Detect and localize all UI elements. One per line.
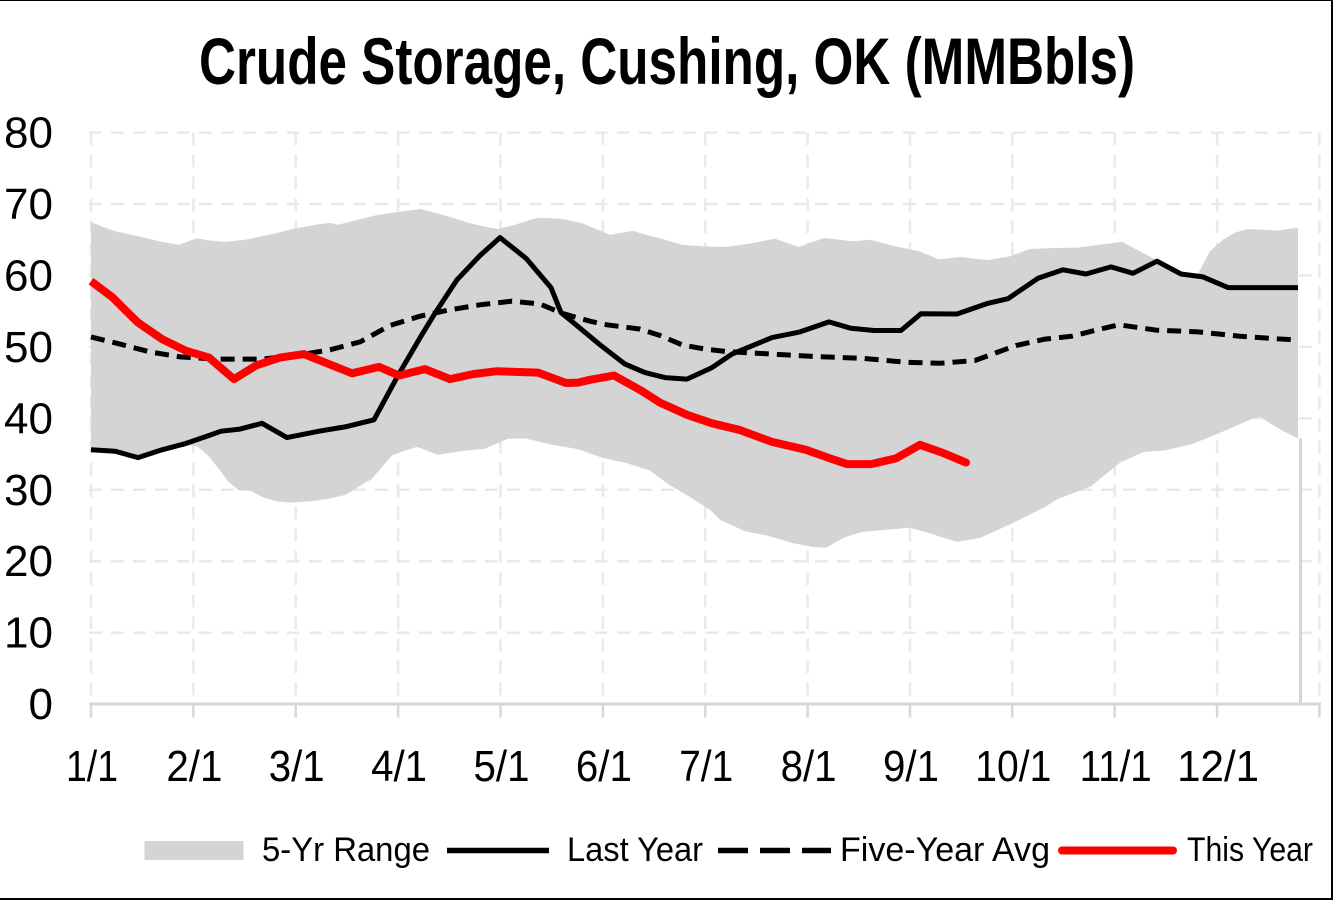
svg-text:5/1: 5/1 (474, 742, 530, 791)
svg-text:11/1: 11/1 (1080, 742, 1152, 791)
svg-text:1/1: 1/1 (66, 742, 118, 791)
svg-text:30: 30 (4, 466, 53, 515)
svg-text:8/1: 8/1 (781, 742, 837, 791)
svg-text:Five-Year Avg: Five-Year Avg (840, 831, 1050, 869)
svg-text:7/1: 7/1 (679, 742, 733, 791)
svg-text:70: 70 (4, 180, 53, 229)
svg-text:20: 20 (4, 537, 53, 586)
svg-text:Crude Storage, Cushing, OK (MM: Crude Storage, Cushing, OK (MMBbls) (199, 24, 1135, 98)
svg-text:60: 60 (4, 252, 53, 301)
svg-text:6/1: 6/1 (576, 742, 632, 791)
svg-text:12/1: 12/1 (1177, 742, 1259, 791)
svg-text:5-Yr Range: 5-Yr Range (262, 831, 430, 869)
svg-text:2/1: 2/1 (166, 742, 222, 791)
svg-text:9/1: 9/1 (883, 742, 939, 791)
svg-text:Last Year: Last Year (567, 831, 703, 869)
svg-text:0: 0 (29, 680, 53, 729)
svg-text:This Year: This Year (1187, 831, 1313, 869)
svg-text:40: 40 (4, 394, 53, 443)
svg-text:10/1: 10/1 (975, 742, 1051, 791)
svg-text:50: 50 (4, 323, 53, 372)
svg-text:80: 80 (4, 109, 53, 158)
svg-text:10: 10 (4, 609, 53, 658)
svg-text:4/1: 4/1 (371, 742, 427, 791)
svg-text:3/1: 3/1 (269, 742, 325, 791)
